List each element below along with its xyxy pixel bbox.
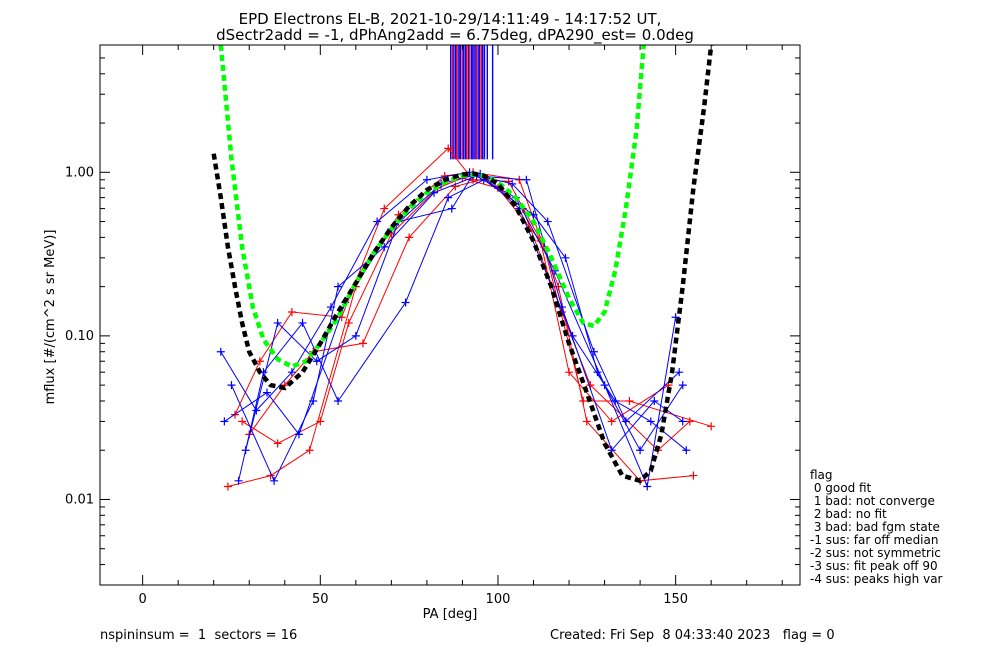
data-point-blue (675, 368, 684, 377)
data-point-blue (298, 318, 307, 327)
data-point-blue (671, 313, 680, 322)
data-point-blue (334, 282, 343, 291)
data-point-blue (380, 242, 389, 251)
data-point-red (685, 417, 694, 426)
data-point-red (273, 439, 282, 448)
data-point-blue (334, 396, 343, 405)
data-point-blue (621, 417, 630, 426)
data-point-blue (312, 357, 321, 366)
legend-item: -3 sus: fit peak off 90 (810, 559, 938, 573)
data-point-blue (643, 482, 652, 491)
y-tick-label: 0.10 (65, 329, 94, 344)
x-tick-label: 100 (486, 592, 511, 607)
data-point-blue (216, 347, 225, 356)
data-point-blue (522, 175, 531, 184)
data-point-red (607, 417, 616, 426)
series-layer (211, 44, 716, 491)
data-point-blue (561, 253, 570, 262)
data-point-blue (636, 446, 645, 455)
data-point-red (380, 204, 389, 213)
data-point-blue (650, 396, 659, 405)
data-point-blue (351, 331, 360, 340)
axes: 0 50 100 150 0.01 0.10 1.00 (65, 44, 801, 607)
data-point-red (238, 417, 247, 426)
chart-subtitle: dSectr2add = -1, dPhAng2add = 6.75deg, d… (216, 26, 694, 45)
data-point-red (358, 339, 367, 348)
data-point-blue (401, 298, 410, 307)
plot-frame (99, 44, 801, 586)
data-point-red (255, 357, 264, 366)
data-point-blue (234, 476, 243, 485)
data-point-blue (678, 381, 687, 390)
legend-item: -1 sus: far off median (810, 533, 939, 547)
data-point-blue (263, 388, 272, 397)
legend-item: 0 good fit (810, 481, 872, 495)
legend-item: 2 bad: no fit (810, 507, 887, 521)
x-tick-label: 50 (312, 592, 329, 607)
data-point-blue (373, 217, 382, 226)
data-point-red (579, 396, 588, 405)
data-point-blue (270, 476, 279, 485)
data-point-red (405, 233, 414, 242)
fit-curve-green (218, 44, 646, 369)
y-axis-label: mflux [#/(cm^2 s sr MeV)] (43, 230, 58, 405)
series-line-blue (238, 179, 684, 481)
series-line-blue (224, 173, 687, 451)
data-point-blue (508, 179, 517, 188)
data-point-blue (294, 430, 303, 439)
x-tick-label: 150 (663, 592, 688, 607)
data-point-blue (287, 368, 296, 377)
data-point-red (444, 144, 453, 153)
data-point-red (305, 446, 314, 455)
data-point-red (344, 318, 353, 327)
data-point-blue (273, 318, 282, 327)
legend-item: -4 sus: peaks high var (810, 572, 943, 586)
data-point-red (287, 307, 296, 316)
data-point-red (625, 396, 634, 405)
data-point-red (582, 417, 591, 426)
y-tick-label: 0.01 (65, 492, 94, 507)
footer-created: Created: Fri Sep 8 04:33:40 2023 flag = … (550, 628, 835, 643)
data-point-red (707, 422, 716, 431)
data-point-blue (422, 175, 431, 184)
legend-item: 1 bad: not converge (810, 494, 935, 508)
series-line-blue (220, 171, 677, 489)
data-point-red (689, 471, 698, 480)
data-point-blue (241, 446, 250, 455)
data-point-red (451, 182, 460, 191)
data-point-blue (593, 368, 602, 377)
chart-title: EPD Electrons EL-B, 2021-10-29/14:11:49 … (239, 10, 662, 28)
legend: flag 0 good fit 1 bad: not converge 2 ba… (810, 469, 942, 586)
y-tick-label: 1.00 (65, 165, 94, 180)
series-line-blue (231, 175, 683, 482)
x-tick-label: 0 (138, 592, 146, 607)
data-point-blue (543, 217, 552, 226)
data-point-blue (589, 347, 598, 356)
data-point-red (223, 482, 232, 491)
vertical-lines (450, 45, 494, 160)
legend-item: 3 bad: bad fgm state (810, 520, 940, 534)
data-point-blue (227, 381, 236, 390)
data-point-blue (646, 417, 655, 426)
data-point-blue (444, 193, 453, 202)
data-point-blue (447, 204, 456, 213)
fit-curve-black (211, 44, 714, 484)
series-line-red (248, 177, 691, 451)
series-line-red (234, 147, 712, 427)
data-point-red (565, 368, 574, 377)
series-line-red (241, 177, 669, 444)
data-point-blue (682, 446, 691, 455)
x-axis-label: PA [deg] (423, 607, 478, 622)
legend-item: -2 sus: not symmetric (810, 546, 941, 560)
legend-title: flag (810, 468, 833, 482)
data-point-blue (568, 331, 577, 340)
data-point-blue (678, 417, 687, 426)
data-point-red (316, 417, 325, 426)
footer-sectors: nspininsum = 1 sectors = 16 (100, 628, 298, 643)
data-point-blue (220, 417, 229, 426)
